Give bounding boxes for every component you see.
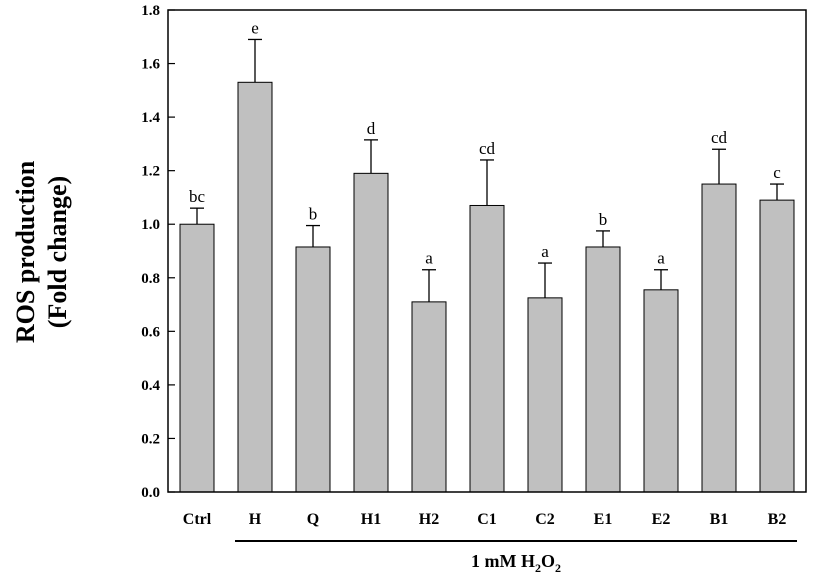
bar-q <box>295 246 331 493</box>
x-tick-label-h2: H2 <box>419 511 439 528</box>
group-bracket-label: 1 mM H2O2 <box>471 551 561 575</box>
y-axis-label-line2: (Fold change) <box>43 176 72 328</box>
y-tick-label: 1.0 <box>141 217 160 233</box>
significance-b2: c <box>773 163 781 182</box>
significance-b1: cd <box>711 128 728 147</box>
y-tick-label: 1.2 <box>141 164 160 180</box>
y-tick-label: 0.4 <box>141 378 160 394</box>
bar-c1 <box>469 204 505 493</box>
significance-c2: a <box>541 242 549 261</box>
significance-e1: b <box>599 210 608 229</box>
y-tick-label: 1.8 <box>141 3 160 19</box>
significance-c1: cd <box>479 139 496 158</box>
bar-h1 <box>353 172 389 493</box>
y-tick-label: 0.8 <box>141 271 160 287</box>
group-bracket: 1 mM H2O2 <box>235 540 797 575</box>
x-tick-label-b1: B1 <box>710 511 729 528</box>
bar-b1 <box>701 183 737 493</box>
significance-labels: bc e b d a cd a b a cd c <box>189 18 781 267</box>
x-tick-label-b2: B2 <box>768 511 787 528</box>
significance-h2: a <box>425 249 433 268</box>
y-tick-label: 0.6 <box>141 324 160 340</box>
bar-h2 <box>411 301 447 493</box>
y-tick-label: 0.2 <box>141 431 160 447</box>
x-tick-label-q: Q <box>307 511 319 528</box>
bar-h <box>237 81 273 493</box>
x-tick-label-c2: C2 <box>535 511 555 528</box>
significance-ctrl: bc <box>189 187 206 206</box>
y-tick-label: 1.4 <box>141 110 160 126</box>
significance-h1: d <box>367 119 376 138</box>
bar-ctrl <box>179 223 215 493</box>
x-tick-label-e2: E2 <box>652 511 671 528</box>
x-tick-label-c1: C1 <box>477 511 497 528</box>
x-tick-label-ctrl: Ctrl <box>183 511 212 528</box>
x-tick-label-e1: E1 <box>594 511 613 528</box>
y-tick-label: 0.0 <box>141 485 160 501</box>
plot-frame <box>167 9 807 493</box>
y-axis-ticks: 0.0 0.2 0.4 0.6 0.8 1.0 1.2 1.4 1.6 1.8 <box>141 3 175 501</box>
error-bars-group <box>190 38 784 302</box>
significance-e2: a <box>657 249 665 268</box>
significance-h: e <box>251 18 259 37</box>
bar-e2 <box>643 289 679 493</box>
significance-q: b <box>309 205 318 224</box>
bar-c2 <box>527 297 563 493</box>
bar-e1 <box>585 246 621 493</box>
y-axis-label-line1: ROS production <box>11 160 40 343</box>
bar-b2 <box>759 199 795 493</box>
x-axis-labels: Ctrl H Q H1 H2 C1 C2 E1 E2 B1 B2 <box>183 511 787 528</box>
y-axis-label: ROS production (Fold change) <box>11 160 72 343</box>
x-tick-label-h: H <box>249 511 262 528</box>
y-tick-label: 1.6 <box>141 57 160 73</box>
x-tick-label-h1: H1 <box>361 511 381 528</box>
